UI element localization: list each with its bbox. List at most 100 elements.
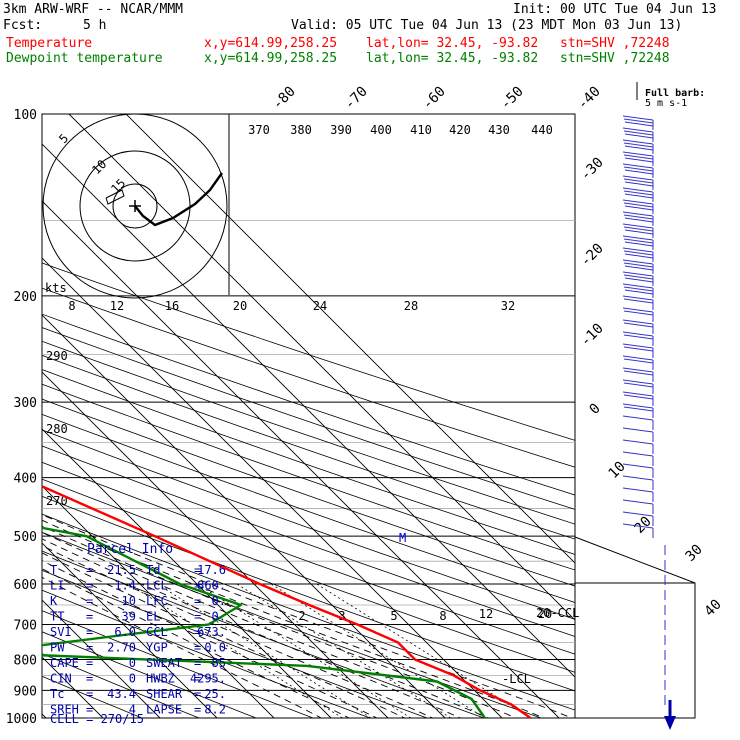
parcel-value: 0 — [129, 672, 136, 686]
temperature-profile — [42, 485, 532, 718]
parcel-equals: = — [194, 656, 201, 670]
wind-barb-flag — [622, 271, 654, 277]
dry-adiabat-line — [42, 262, 575, 441]
isotherm-right-label: 0 — [587, 401, 604, 418]
annotation-lcl: -LCL — [502, 672, 531, 686]
mixing-ratio-low-label: 12 — [479, 607, 493, 621]
parcel-value: 0.0 — [204, 641, 226, 655]
wind-barb-flag — [622, 175, 654, 181]
isotherm-line — [42, 200, 560, 718]
dewpoint-legend-label: Dewpoint temperature — [6, 51, 163, 66]
parcel-value: 39 — [122, 610, 136, 624]
barb-legend-unit: 5 m s-1 — [645, 98, 687, 109]
wind-barb-flag — [624, 229, 654, 235]
mixing-ratio-label: 32 — [501, 299, 515, 313]
valid-time: Valid: 05 UTC Tue 04 Jun 13 (23 MDT Mon … — [291, 18, 683, 33]
parcel-value: 43.4 — [107, 687, 136, 701]
wind-barb-flag — [624, 289, 654, 295]
wind-barbs: Full barb:5 m s-1 — [622, 82, 705, 730]
parcel-equals: = — [86, 610, 93, 624]
parcel-value: 0 — [129, 656, 136, 670]
wind-barb-flag — [622, 115, 654, 121]
parcel-value: 0. — [212, 594, 226, 608]
wind-barb-flag — [622, 319, 654, 325]
parcel-value: 6.0 — [114, 625, 136, 639]
parcel-equals: = — [86, 703, 93, 717]
theta-top-label: 440 — [531, 123, 553, 137]
wind-barb-flag — [622, 439, 654, 445]
wind-barb-flag — [624, 181, 654, 187]
hodograph-ring — [42, 113, 228, 299]
hodograph-ring-label: 15 — [108, 176, 128, 196]
wind-barb-flag — [622, 487, 654, 493]
isotherm-line — [42, 143, 575, 678]
parcel-label: CIN — [50, 672, 72, 686]
dry-adiabat-line — [42, 313, 575, 496]
pressure-tick-label: 800 — [14, 653, 37, 668]
theta-left-label: 270 — [46, 494, 68, 508]
wind-barb-flag — [622, 451, 654, 457]
wind-barb-flag — [622, 139, 654, 145]
wind-barb-flag — [622, 367, 654, 373]
wind-barb-flag — [623, 154, 654, 160]
isotherm-top-label: -50 — [498, 84, 527, 113]
mixing-ratio-line — [316, 583, 531, 718]
parcel-equals: = — [86, 672, 93, 686]
mixing-ratio-low-label: 3 — [338, 609, 345, 623]
dry-adiabat-line — [42, 461, 575, 655]
mixing-ratio-low-label: 5 — [390, 609, 397, 623]
parcel-label: CAPE — [50, 656, 79, 670]
isotherm-top-label: -70 — [342, 84, 371, 113]
parcel-value: 860. — [197, 579, 226, 593]
dry-adiabat-line — [42, 631, 258, 718]
wind-barb-flag — [622, 391, 654, 397]
wind-barb-flag — [623, 130, 654, 136]
dry-adiabat-line — [42, 495, 575, 692]
mixing-ratio-label: 28 — [404, 299, 418, 313]
pressure-axis: 100 200 300 400 500 600 700 800 900 1000 — [6, 108, 37, 727]
wind-barb-flag — [623, 274, 654, 280]
theta-top-label: 400 — [370, 123, 392, 137]
isotherm-line — [42, 485, 275, 718]
dewpoint-legend-coords: x,y=614.99,258.25 — [204, 51, 338, 66]
parcel-value: 85 — [212, 656, 226, 670]
parcel-label: YGP — [146, 641, 168, 655]
wind-barb-flag — [622, 199, 654, 205]
parcel-label: SREH — [50, 703, 79, 717]
dry-adiabat-line — [42, 327, 575, 510]
wind-barb-flag — [624, 253, 654, 259]
mixing-ratio-label: 12 — [110, 299, 124, 313]
parcel-label: PW — [50, 641, 65, 655]
wind-barb-flag — [623, 286, 654, 292]
parcel-label: SVI — [50, 625, 72, 639]
theta-top-label: 380 — [290, 123, 312, 137]
forecast-value: 5 h — [83, 18, 107, 33]
dry-adiabat-line — [42, 513, 575, 711]
wind-barb-flag — [622, 427, 654, 433]
moist-adiabat-line — [42, 545, 434, 718]
dry-adiabat-line — [42, 354, 575, 540]
parcel-equals: = — [86, 594, 93, 608]
pressure-tick-label: 100 — [14, 108, 37, 123]
pressure-tick-label: 300 — [14, 396, 37, 411]
isotherm-right-label: -30 — [578, 155, 607, 184]
moist-adiabat-line — [42, 525, 518, 718]
parcel-value: 17.6 — [197, 563, 226, 577]
wind-barb-flag — [623, 334, 654, 340]
dry-adiabat-line — [42, 340, 575, 525]
wind-barb-flag — [624, 169, 654, 175]
temperature-legend-station: stn=SHV ,72248 — [560, 36, 670, 51]
wind-barb-flag — [623, 166, 654, 172]
parcel-label: SWEAT — [146, 656, 182, 670]
wind-barb-flag — [623, 262, 654, 268]
dry-adiabat-line — [42, 610, 315, 718]
pressure-tick-label: 600 — [14, 578, 37, 593]
parcel-value: 21.5 — [107, 563, 136, 577]
moist-adiabat-line — [42, 519, 546, 718]
wind-barb-flag — [623, 178, 654, 184]
isotherm-right-label: -10 — [578, 321, 607, 350]
parcel-equals: = — [86, 563, 93, 577]
mixing-ratio-label: 20 — [233, 299, 247, 313]
